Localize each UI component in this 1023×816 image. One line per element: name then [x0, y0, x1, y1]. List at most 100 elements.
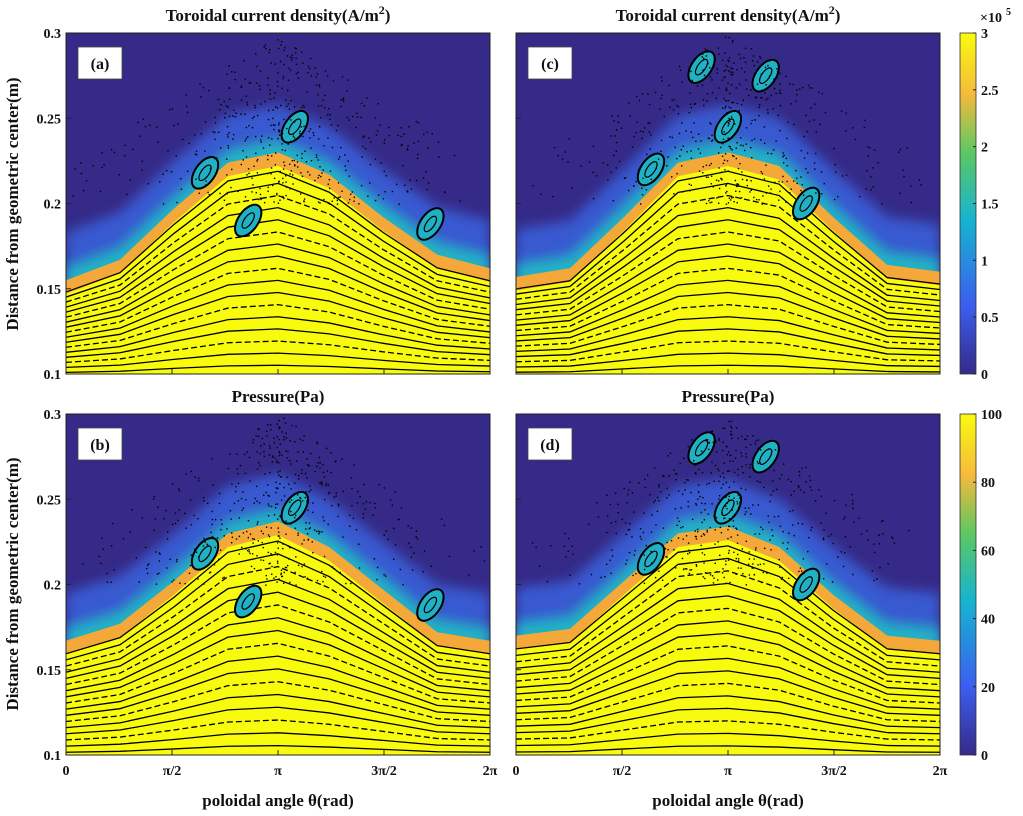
field-point — [811, 526, 813, 529]
field-point — [873, 543, 875, 545]
flux-surface-line — [516, 316, 940, 353]
field-point — [305, 528, 307, 530]
field-point — [294, 482, 296, 484]
field-point — [400, 144, 403, 147]
field-point — [725, 185, 727, 187]
flux-surface-line — [516, 364, 940, 373]
panel-a: (a)Toroidal current density(A/m2)0.10.15… — [37, 3, 491, 383]
field-point — [859, 195, 861, 198]
field-point — [319, 462, 321, 464]
field-point — [252, 542, 254, 544]
field-point — [219, 549, 222, 551]
field-point — [710, 430, 712, 433]
field-point — [844, 516, 846, 518]
field-point — [633, 185, 635, 187]
field-point — [190, 554, 192, 556]
field-point — [734, 123, 736, 125]
field-point — [240, 85, 243, 88]
field-point — [306, 578, 308, 580]
field-point — [734, 457, 737, 459]
field-point — [289, 501, 291, 503]
field-point — [621, 518, 623, 521]
field-point — [778, 83, 781, 85]
field-point — [286, 55, 289, 57]
field-point — [712, 441, 714, 444]
magnetic-island — [636, 152, 666, 187]
field-point — [845, 112, 848, 114]
field-point — [752, 77, 754, 80]
field-point — [800, 176, 802, 178]
field-point — [813, 162, 816, 164]
field-point — [731, 74, 734, 76]
field-point — [152, 498, 155, 500]
field-point — [328, 187, 331, 190]
field-point — [344, 154, 346, 156]
field-point — [337, 503, 340, 506]
field-point — [186, 170, 189, 173]
field-point — [747, 94, 750, 97]
field-point — [588, 161, 591, 163]
field-point — [661, 94, 663, 96]
field-point — [600, 576, 602, 579]
field-point — [325, 447, 328, 450]
field-point — [751, 60, 754, 62]
field-point — [267, 534, 270, 536]
field-point — [745, 511, 747, 513]
colorbar-tick-label: 1 — [981, 254, 988, 269]
field-point — [786, 137, 788, 140]
field-point — [660, 139, 663, 142]
field-point — [261, 437, 264, 440]
field-point — [122, 537, 125, 540]
field-point — [729, 199, 732, 201]
field-point — [297, 166, 299, 168]
field-point — [749, 463, 751, 466]
field-point — [402, 164, 404, 167]
field-point — [177, 519, 179, 522]
field-point — [408, 126, 410, 128]
field-point — [301, 565, 303, 568]
field-point — [291, 174, 294, 176]
field-point — [286, 127, 288, 130]
field-point — [732, 520, 735, 522]
field-point — [276, 423, 278, 425]
field-point — [639, 167, 641, 169]
field-point — [322, 580, 324, 583]
field-point — [320, 482, 323, 484]
field-point — [265, 584, 267, 586]
field-point — [779, 566, 781, 568]
field-point — [301, 157, 303, 159]
field-point — [416, 157, 419, 160]
field-point — [748, 507, 750, 509]
field-point — [890, 536, 893, 538]
field-point — [279, 443, 281, 445]
field-point — [309, 452, 312, 455]
field-point — [255, 192, 257, 194]
field-point — [647, 474, 649, 476]
field-point — [260, 135, 263, 137]
field-point — [644, 486, 647, 489]
field-point — [899, 192, 901, 194]
field-point — [226, 133, 229, 136]
field-point — [285, 194, 287, 197]
field-point — [305, 161, 308, 163]
field-point — [400, 127, 402, 129]
field-point — [138, 135, 141, 137]
field-point — [226, 126, 229, 128]
field-point — [335, 129, 338, 132]
field-point — [317, 94, 319, 96]
field-point — [281, 575, 283, 578]
field-point — [304, 472, 307, 475]
field-point — [853, 521, 855, 523]
field-point — [278, 129, 280, 131]
field-point — [267, 158, 269, 161]
flux-surface-line — [516, 595, 940, 680]
field-point — [273, 201, 275, 203]
field-point — [728, 420, 730, 423]
field-point — [728, 495, 730, 498]
field-point — [294, 47, 296, 49]
field-point — [730, 420, 733, 423]
field-point — [309, 128, 312, 130]
field-point — [795, 100, 797, 102]
field-point — [690, 569, 693, 571]
field-point — [400, 135, 403, 138]
